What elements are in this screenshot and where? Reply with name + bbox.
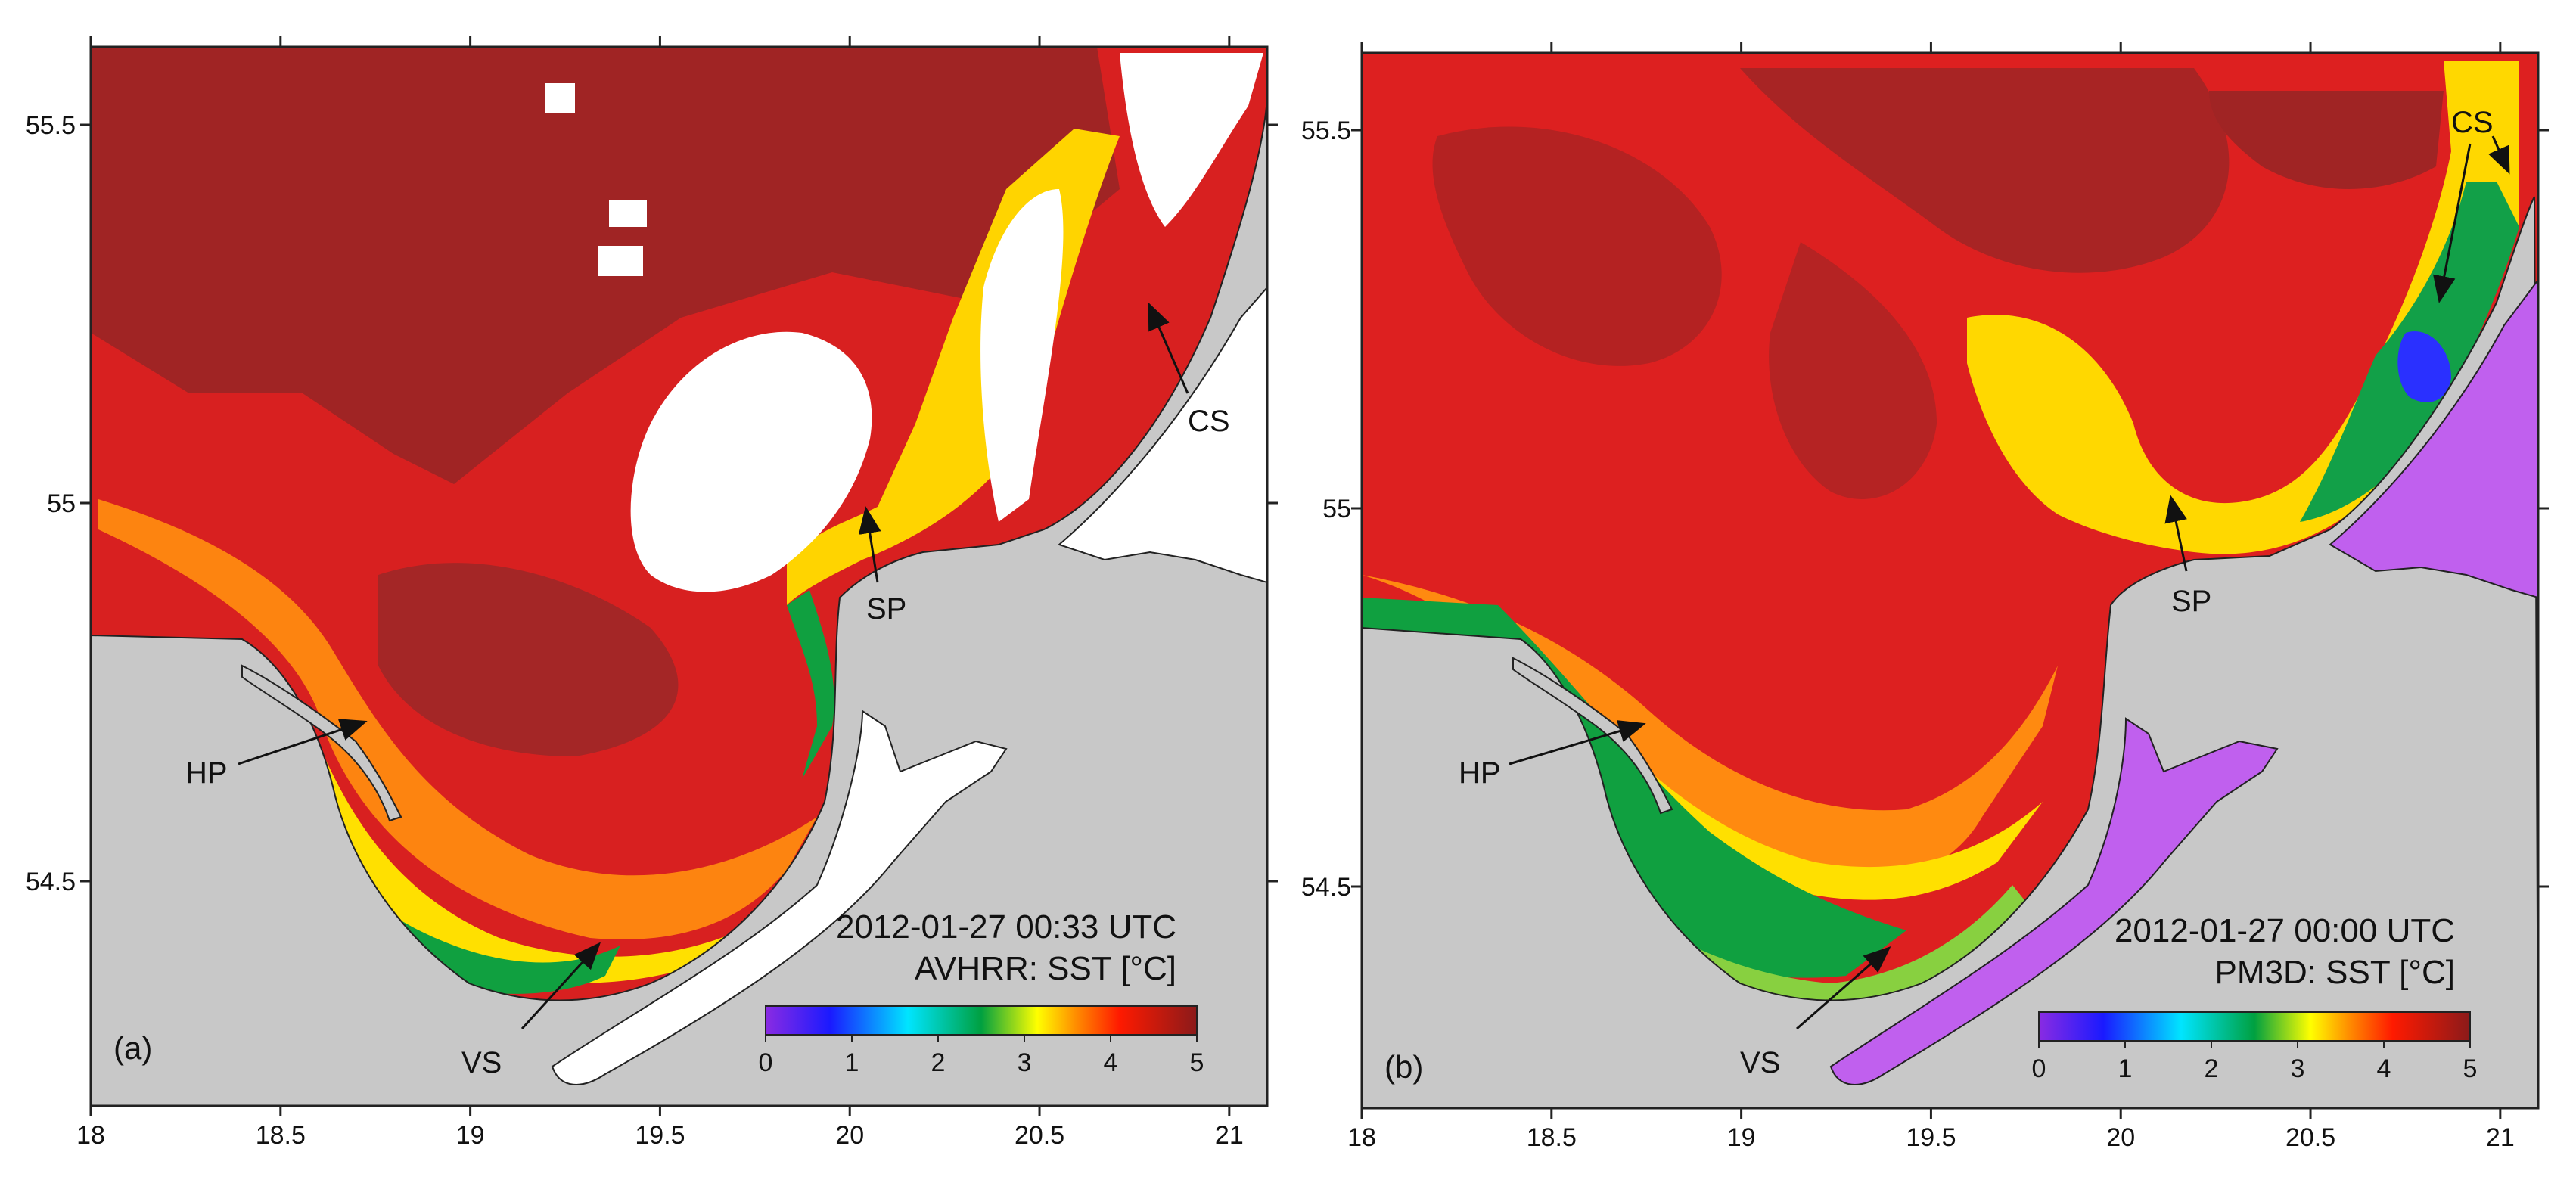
sp-label: SP	[2171, 585, 2211, 618]
vs-label: VS	[461, 1046, 502, 1079]
x-tick-label: 20.5	[2285, 1123, 2335, 1152]
dark-sea-patch	[378, 563, 679, 756]
vs-arrow	[1796, 946, 1891, 1030]
panel-b-timestamp: 2012-01-27 00:00 UTC	[2115, 912, 2455, 949]
dark-swirl	[1769, 242, 1937, 499]
curonian-lagoon-frozen	[2329, 278, 2538, 599]
colorbar-tick-label: 4	[2377, 1054, 2391, 1083]
x-tick-label: 18.5	[256, 1121, 306, 1150]
y-axis: 54.5 55 55.5	[26, 111, 1278, 896]
colorbar-gradient	[765, 1005, 1198, 1036]
panel-a-colorbar: 0 1 2 3 4 5	[759, 1005, 1204, 1077]
panel-a: HP SP CS VS (a) 2012-01-27 00:33 UTC AVH…	[26, 36, 1278, 1150]
sp-arrow	[2164, 495, 2188, 572]
land-mass	[1362, 196, 2538, 1108]
cs-arrow	[1148, 302, 1189, 394]
y-axis: 54.5 55 55.5	[1301, 116, 2549, 902]
x-axis: 18 18.5 19 19.5 20 20.5 21	[1347, 42, 2515, 1152]
x-axis: 18 18.5 19 19.5 20 20.5 21	[76, 36, 1244, 1150]
colorbar-tick-label: 3	[2291, 1054, 2305, 1083]
x-tick-label: 19	[1727, 1123, 1756, 1152]
x-tick-label: 21	[2486, 1123, 2515, 1152]
x-tick-label: 19.5	[635, 1121, 685, 1150]
colorbar-tick-label: 2	[2205, 1054, 2219, 1083]
cloud-mask	[1120, 53, 1263, 227]
cold-blue-spot	[2397, 331, 2451, 402]
sp-label: SP	[866, 592, 906, 626]
x-tick-label: 19.5	[1906, 1123, 1956, 1152]
panel-a-timestamp: 2012-01-27 00:33 UTC	[836, 908, 1176, 946]
panel-b-label: (b)	[1384, 1049, 1423, 1085]
y-tick-label: 55	[47, 489, 76, 518]
colorbar-tick-label: 1	[845, 1048, 859, 1077]
y-tick-label: 54.5	[26, 868, 76, 896]
cloud-mask	[630, 331, 872, 592]
dark-swirl	[2209, 91, 2444, 189]
dark-swirl	[1740, 68, 2230, 273]
curonian-lagoon	[1058, 286, 1267, 584]
hel-peninsula	[1512, 657, 1673, 815]
cs-arrow	[2488, 135, 2510, 175]
hel-peninsula	[241, 664, 402, 822]
colorbar-tick-label: 5	[1190, 1048, 1204, 1077]
cs-label: CS	[1188, 405, 1230, 438]
cloud-mask	[980, 189, 1064, 522]
y-tick-label: 55	[1322, 495, 1351, 523]
colorbar-ticks: 0 1 2 3 4 5	[759, 1035, 1204, 1077]
colorbar-tick-label: 2	[931, 1048, 946, 1077]
land-mass	[91, 98, 1267, 1106]
panel-b-frame	[1360, 51, 2540, 1110]
colorbar-tick-label: 4	[1104, 1048, 1118, 1077]
x-tick-label: 18	[76, 1121, 105, 1150]
coastal-green-strip	[787, 590, 834, 779]
hp-label: HP	[185, 756, 228, 790]
colorbar-tick-label: 5	[2463, 1054, 2478, 1083]
cs-label: CS	[2451, 106, 2494, 139]
cloud-mask	[609, 200, 647, 227]
hp-arrow	[238, 719, 368, 765]
x-tick-label: 20	[2106, 1123, 2135, 1152]
x-tick-label: 18	[1347, 1123, 1376, 1152]
vs-label: VS	[1740, 1046, 1780, 1079]
panel-a-frame	[89, 45, 1269, 1107]
cs-arrow	[2433, 143, 2472, 303]
x-tick-label: 21	[1215, 1121, 1244, 1150]
panel-b: HP SP CS VS (b) 2012-01-27 00:00 UTC PM3…	[1301, 42, 2549, 1152]
panel-b-colorbar: 0 1 2 3 4 5	[2032, 1011, 2478, 1083]
hp-arrow	[1509, 720, 1646, 765]
x-tick-label: 18.5	[1527, 1123, 1577, 1152]
colorbar-tick-label: 3	[1018, 1048, 1032, 1077]
vistula-lagoon	[551, 710, 1008, 1085]
x-tick-label: 20.5	[1015, 1121, 1064, 1150]
colorbar-tick-label: 0	[759, 1048, 773, 1077]
y-tick-label: 55.5	[26, 111, 76, 140]
y-tick-label: 54.5	[1301, 873, 1351, 902]
x-tick-label: 20	[835, 1121, 864, 1150]
cloud-mask	[545, 83, 575, 113]
vistula-lagoon-frozen	[1829, 717, 2279, 1085]
hp-label: HP	[1459, 756, 1501, 790]
colorbar-tick-label: 1	[2118, 1054, 2133, 1083]
cloud-mask	[598, 246, 643, 276]
panel-a-source: AVHRR: SST [°C]	[915, 950, 1176, 987]
colorbar-gradient	[2038, 1011, 2471, 1042]
panel-b-source: PM3D: SST [°C]	[2214, 954, 2455, 991]
y-tick-label: 55.5	[1301, 116, 1351, 145]
dark-swirl	[1432, 126, 1722, 366]
colorbar-tick-label: 0	[2032, 1054, 2046, 1083]
colorbar-ticks: 0 1 2 3 4 5	[2032, 1041, 2478, 1083]
x-tick-label: 19	[456, 1121, 485, 1150]
panel-a-label: (a)	[113, 1030, 152, 1066]
vs-arrow	[520, 942, 601, 1030]
coastal-orange-band	[98, 499, 817, 939]
sp-arrow	[858, 506, 881, 583]
